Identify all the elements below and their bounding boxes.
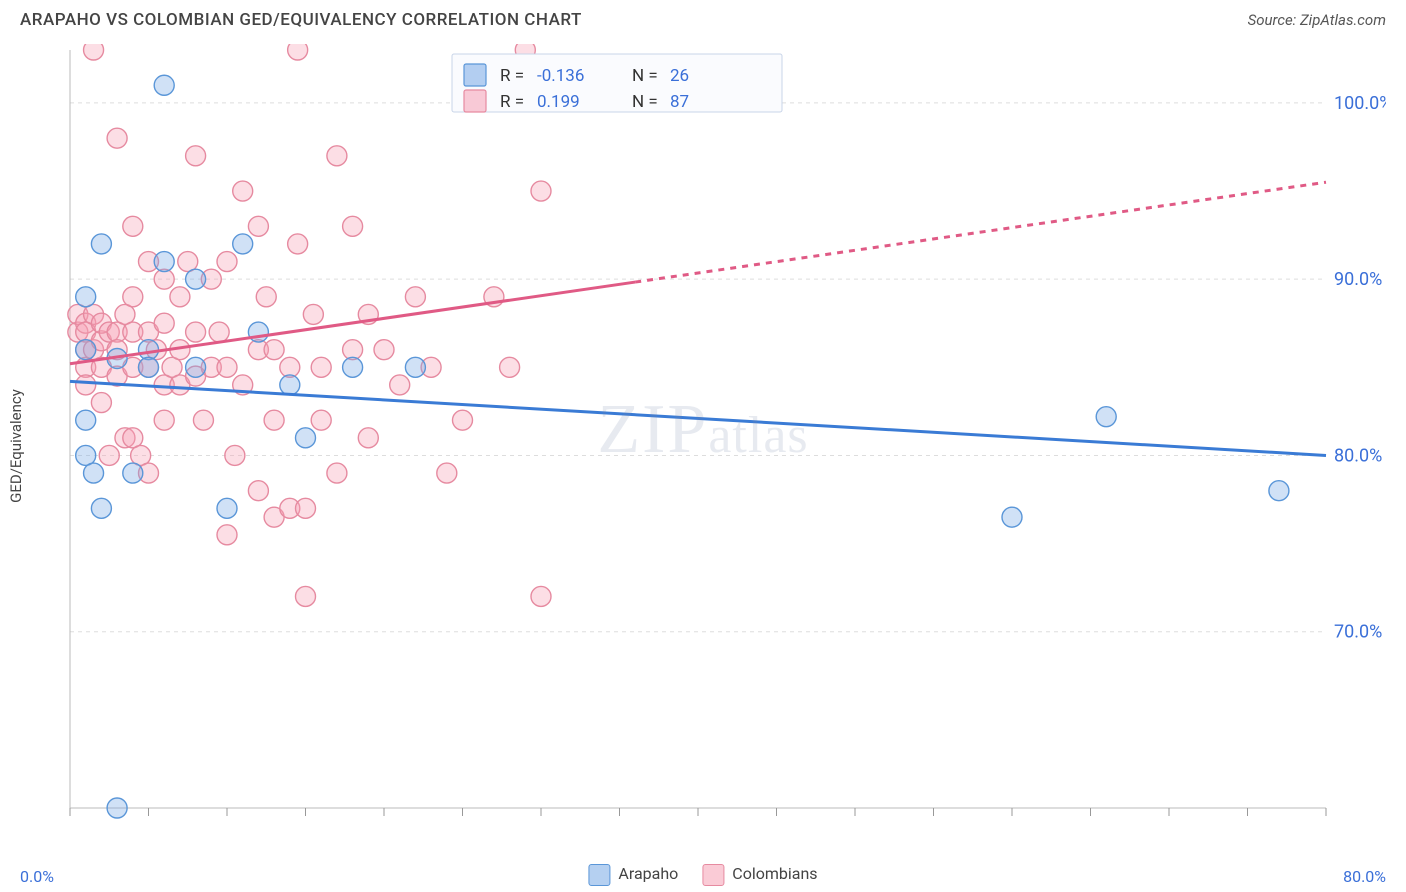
arapaho-point <box>107 798 127 818</box>
svg-text:-0.136: -0.136 <box>537 66 584 86</box>
colombians-point <box>209 322 229 342</box>
colombians-point <box>107 128 127 148</box>
colombians-point <box>123 216 143 236</box>
colombians-point <box>327 463 347 483</box>
legend-label: Arapaho <box>618 864 678 883</box>
svg-text:90.0%: 90.0% <box>1334 269 1382 290</box>
legend-swatch <box>464 64 486 86</box>
arapaho-point <box>405 357 425 377</box>
colombians-point <box>170 287 190 307</box>
colombians-point <box>217 525 237 545</box>
colombians-point <box>405 287 425 307</box>
arapaho-point <box>154 252 174 272</box>
colombians-point <box>76 375 96 395</box>
colombians-point <box>390 375 410 395</box>
svg-text:70.0%: 70.0% <box>1334 622 1382 643</box>
arapaho-point <box>280 375 300 395</box>
colombians-point <box>248 481 268 501</box>
colombians-point <box>453 410 473 430</box>
colombians-point <box>264 340 284 360</box>
header: ARAPAHO VS COLOMBIAN GED/EQUIVALENCY COR… <box>0 0 1406 36</box>
arapaho-point <box>91 234 111 254</box>
arapaho-point <box>186 269 206 289</box>
colombians-point <box>225 445 245 465</box>
legend-swatch <box>702 864 724 886</box>
svg-text:N =: N = <box>632 66 658 86</box>
y-axis-label: GED/Equivalency <box>7 389 25 503</box>
arapaho-point <box>139 357 159 377</box>
colombians-point <box>84 44 104 60</box>
svg-text:0.199: 0.199 <box>537 92 580 112</box>
colombians-point <box>123 287 143 307</box>
colombians-point <box>154 410 174 430</box>
svg-text:100.0%: 100.0% <box>1334 93 1386 114</box>
colombians-point <box>288 44 308 60</box>
arapaho-point <box>186 357 206 377</box>
colombians-point <box>248 216 268 236</box>
arapaho-point <box>154 75 174 95</box>
colombians-point <box>217 252 237 272</box>
x-min-label: 0.0% <box>20 867 54 886</box>
colombians-point <box>233 181 253 201</box>
arapaho-point <box>217 498 237 518</box>
arapaho-point <box>76 287 96 307</box>
arapaho-point <box>1269 481 1289 501</box>
chart-area: GED/Equivalency ZIPatlas 70.0%80.0%90.0%… <box>20 44 1386 848</box>
svg-text:R =: R = <box>500 92 524 112</box>
colombians-point <box>264 410 284 430</box>
legend-swatch <box>464 90 486 112</box>
arapaho-point <box>84 463 104 483</box>
colombians-point <box>217 357 237 377</box>
series-legend: Arapaho Colombians <box>588 864 817 886</box>
arapaho-point <box>123 463 143 483</box>
colombians-point <box>531 181 551 201</box>
colombians-point <box>374 340 394 360</box>
colombians-point <box>288 234 308 254</box>
colombians-point <box>311 410 331 430</box>
colombians-point <box>296 586 316 606</box>
legend-item: Arapaho <box>588 864 678 886</box>
colombians-point <box>296 498 316 518</box>
colombians-point <box>437 463 457 483</box>
svg-text:R =: R = <box>500 66 524 86</box>
colombians-point <box>91 393 111 413</box>
arapaho-point <box>343 357 363 377</box>
colombians-point <box>256 287 276 307</box>
arapaho-point <box>1096 407 1116 427</box>
colombians-point <box>186 146 206 166</box>
scatter-chart: 70.0% 80.0% 90.0% 100.0% R = -0.136 N = 26 R = 0.… <box>20 44 1386 848</box>
svg-text:N =: N = <box>632 92 658 112</box>
colombians-point <box>343 216 363 236</box>
arapaho-point <box>296 428 316 448</box>
arapaho-trend-solid <box>70 381 1326 455</box>
x-max-label: 80.0% <box>1343 867 1386 886</box>
colombians-trend-dashed <box>635 182 1326 282</box>
colombians-point <box>327 146 347 166</box>
colombians-point <box>311 357 331 377</box>
legend-label: Colombians <box>732 864 817 883</box>
chart-title: ARAPAHO VS COLOMBIAN GED/EQUIVALENCY COR… <box>20 10 582 30</box>
colombians-point <box>186 322 206 342</box>
svg-text:87: 87 <box>670 92 689 112</box>
colombians-point <box>500 357 520 377</box>
colombians-point <box>303 304 323 324</box>
colombians-point <box>531 586 551 606</box>
arapaho-point <box>1002 507 1022 527</box>
colombians-point <box>99 445 119 465</box>
legend-swatch <box>588 864 610 886</box>
arapaho-point <box>233 234 253 254</box>
svg-text:26: 26 <box>670 66 689 86</box>
legend-item: Colombians <box>702 864 817 886</box>
source-attribution: Source: ZipAtlas.com <box>1248 11 1386 29</box>
svg-text:80.0%: 80.0% <box>1334 445 1382 466</box>
arapaho-point <box>76 410 96 430</box>
colombians-point <box>358 428 378 448</box>
arapaho-point <box>91 498 111 518</box>
colombians-point <box>193 410 213 430</box>
arapaho-point <box>76 340 96 360</box>
colombians-point <box>154 313 174 333</box>
